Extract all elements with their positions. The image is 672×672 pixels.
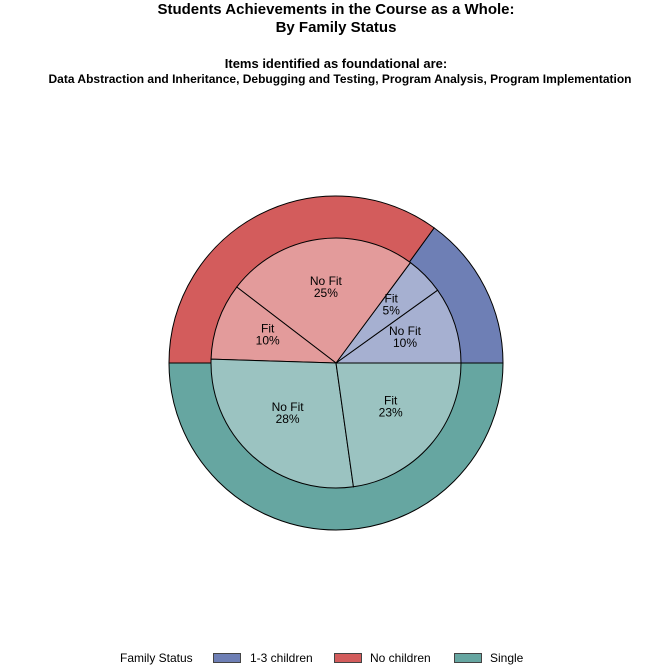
slice-label-single-no-fit: No Fit: [272, 400, 305, 414]
slice-label-1-3-children-no-fit: No Fit: [389, 324, 422, 338]
slice-pct-single-no-fit: 28%: [276, 412, 300, 426]
chart-subtitle: Items identified as foundational are:: [224, 56, 448, 71]
slice-pct-1-3-children-fit: 5%: [383, 304, 401, 318]
legend-swatch-no-children: [334, 653, 362, 663]
slice-pct-single-fit: 23%: [379, 406, 403, 420]
inner-slice-no-children-fit: [210, 286, 338, 364]
chart-subtitle-line2: Data Abstraction and Inheritance, Debugg…: [48, 72, 632, 86]
legend-title: Family Status: [120, 651, 193, 665]
chart-title-line2: By Family Status: [275, 19, 397, 36]
legend-swatch-1-3-children: [213, 653, 241, 663]
inner-slice-single-no-fit: [210, 358, 355, 489]
legend-swatch-single: [454, 653, 482, 663]
slice-label-single-fit: Fit: [384, 394, 398, 408]
legend-label-1-3-children: 1-3 children: [250, 651, 313, 665]
legend: Family Status 1-3 children No children S…: [0, 650, 672, 666]
slice-pct-no-children-fit: 10%: [256, 334, 280, 348]
slice-label-no-children-fit: Fit: [261, 322, 275, 336]
chart-title: Students Achievements in the Course as a…: [157, 1, 515, 18]
inner-pie: [210, 237, 462, 489]
slice-label-no-children-no-fit: No Fit: [310, 274, 343, 288]
slice-pct-no-children-no-fit: 25%: [314, 286, 338, 300]
legend-label-no-children: No children: [370, 651, 431, 665]
inner-slice-single-fit: [335, 362, 462, 488]
slice-pct-1-3-children-no-fit: 10%: [393, 336, 417, 350]
legend-label-single: Single: [490, 651, 524, 665]
inner-slice-no-children-no-fit: [236, 237, 412, 364]
inner-slice-1-3-children-no-fit: [334, 289, 462, 364]
slice-label-1-3-children-fit: Fit: [385, 292, 399, 306]
